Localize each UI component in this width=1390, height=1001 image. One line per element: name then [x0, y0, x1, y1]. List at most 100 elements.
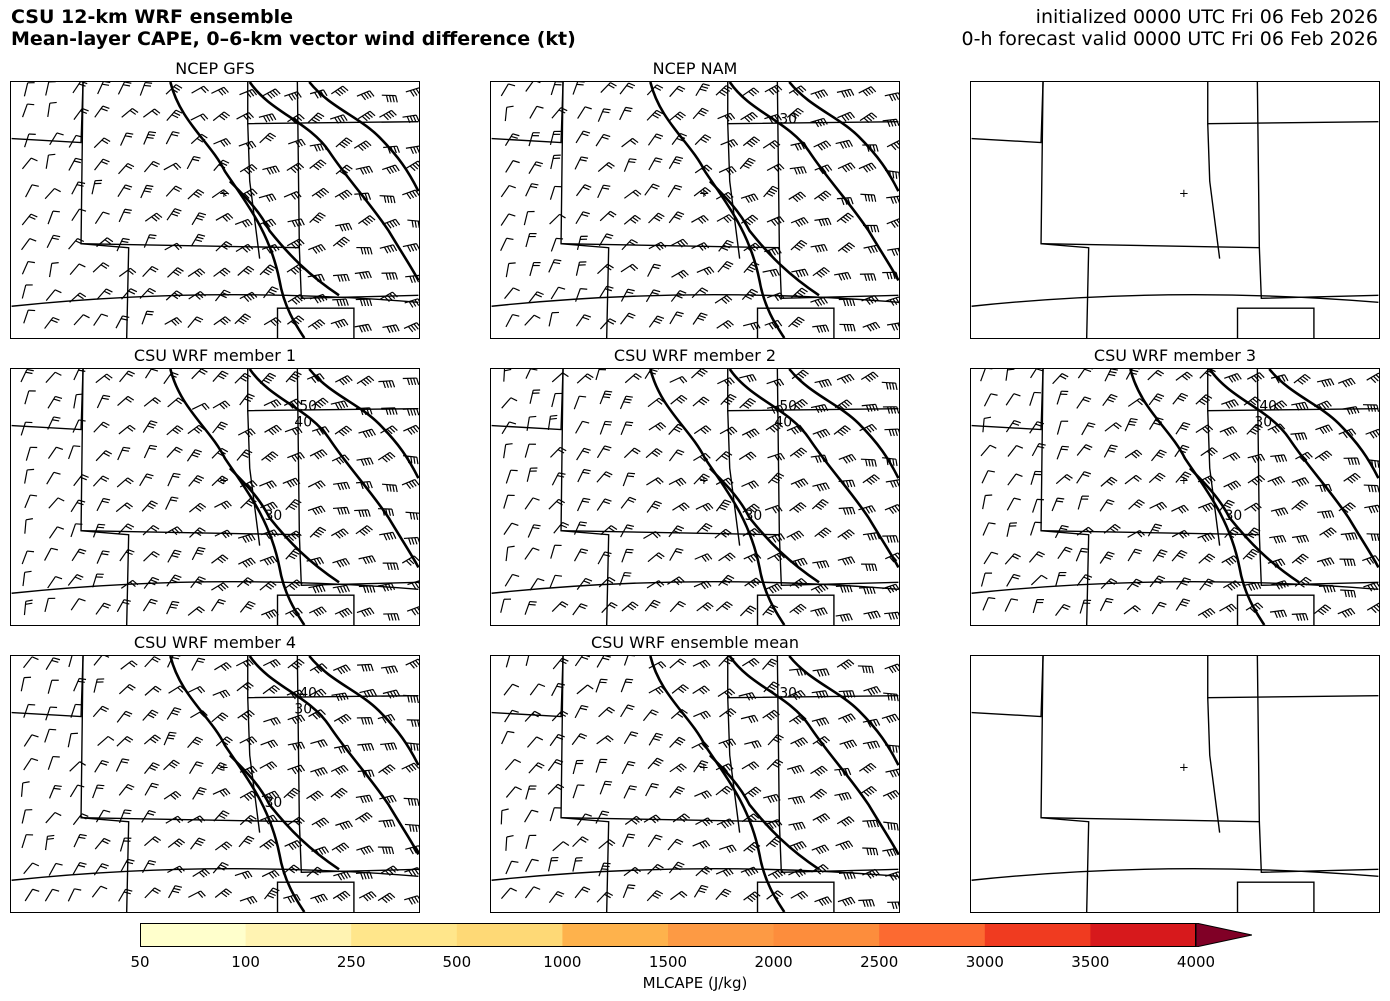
- colorbar-segment: [562, 923, 669, 947]
- colorbar: [140, 922, 1253, 948]
- map-panel: +30: [490, 81, 900, 339]
- shear-contour: [788, 369, 899, 479]
- state-border: [560, 82, 610, 338]
- state-border: [1207, 123, 1221, 259]
- state-border: [298, 534, 419, 587]
- map-svg: +30: [491, 656, 899, 912]
- colorbar-segment: [456, 923, 563, 947]
- state-border: [11, 82, 84, 144]
- shear-contour: [649, 369, 786, 625]
- map-panel: +: [970, 655, 1380, 913]
- shear-contour: [308, 656, 419, 766]
- state-border: [1207, 82, 1379, 125]
- state-border: [561, 82, 781, 249]
- title-line-1: CSU 12-km WRF ensemble: [11, 6, 293, 28]
- state-border: [1040, 82, 1090, 338]
- colorbar-segment: [773, 923, 880, 947]
- map-panel: +: [970, 81, 1380, 339]
- map-panel: +30: [490, 655, 900, 913]
- shear-contour: [788, 656, 899, 766]
- state-border: [491, 369, 564, 431]
- map-svg: +30: [491, 82, 899, 338]
- colorbar-outline: [140, 923, 1196, 947]
- wind-barbs: [21, 82, 419, 334]
- shear-contour: [728, 369, 899, 569]
- map-panel: +40 30 30: [10, 655, 420, 913]
- shear-contour: [728, 656, 899, 856]
- state-border: [1041, 82, 1261, 249]
- map-svg: +: [971, 656, 1379, 912]
- state-border: [11, 581, 419, 594]
- shear-contour: [228, 754, 340, 871]
- contour-label: 50: [779, 399, 797, 415]
- map-svg: +: [11, 82, 419, 338]
- colorbar-tick-label: 500: [442, 953, 472, 971]
- colorbar-tick-label: 100: [231, 953, 260, 971]
- station-marker: +: [699, 473, 709, 487]
- shear-contours: [169, 82, 419, 338]
- state-border: [1236, 881, 1315, 912]
- colorbar-tick-label: 3500: [1071, 953, 1110, 971]
- shear-contour: [649, 82, 786, 338]
- contour-label: 30: [1254, 415, 1272, 431]
- chart-title: CSU 12-km WRF ensemble Mean-layer CAPE, …: [11, 6, 576, 50]
- wind-barbs: [20, 369, 419, 621]
- shear-contour: [649, 656, 786, 912]
- state-border: [1258, 821, 1379, 874]
- panel-title: CSU WRF ensemble mean: [590, 633, 799, 652]
- state-border: [971, 656, 1044, 718]
- colorbar-segment: [879, 923, 986, 947]
- state-border: [1236, 307, 1315, 338]
- shear-contour: [169, 369, 306, 625]
- title-line-2: Mean-layer CAPE, 0–6-km vector wind diff…: [11, 28, 576, 50]
- state-border: [276, 594, 355, 625]
- shear-contour: [308, 82, 419, 192]
- colorbar-label: MLCAPE (J/kg): [642, 974, 748, 992]
- state-border: [80, 369, 130, 625]
- colorbar-tick-label: 1000: [543, 953, 582, 971]
- state-border: [1040, 656, 1090, 912]
- state-border: [727, 697, 741, 833]
- wind-barbs: [500, 656, 899, 910]
- state-border: [247, 410, 261, 546]
- shear-contour: [708, 754, 820, 871]
- colorbar-tick-label: 4000: [1176, 953, 1216, 971]
- state-border: [1236, 594, 1315, 625]
- colorbar-tick-label: 2000: [754, 953, 793, 971]
- colorbar-tick-label: 250: [336, 953, 366, 971]
- state-border: [971, 82, 1044, 144]
- state-border: [971, 294, 1379, 307]
- panel-title: CSU WRF member 1: [133, 346, 297, 365]
- state-border: [971, 581, 1379, 594]
- state-border: [1207, 656, 1379, 699]
- panel-title: CSU WRF member 2: [613, 346, 777, 365]
- shear-contour: [248, 369, 419, 569]
- shear-contour: [1208, 369, 1379, 569]
- colorbar-svg: [140, 922, 1253, 948]
- contour-label: 40: [294, 415, 312, 431]
- station-marker: +: [1179, 760, 1189, 774]
- station-marker: +: [699, 186, 709, 200]
- shear-contours: 30: [649, 656, 899, 912]
- colorbar-tick-label: 50: [130, 953, 150, 971]
- colorbar-segment: [984, 923, 1091, 947]
- shear-contours: 30: [649, 82, 899, 338]
- station-marker: +: [699, 760, 709, 774]
- colorbar-segment: [1090, 923, 1197, 947]
- shear-contour: [1268, 369, 1379, 479]
- contour-label: 50: [299, 399, 317, 415]
- valid-line: 0-h forecast valid 0000 UTC Fri 06 Feb 2…: [961, 28, 1378, 50]
- state-border: [1040, 369, 1090, 625]
- colorbar-segment: [351, 923, 458, 947]
- wind-barbs: [20, 656, 419, 905]
- shear-contour: [228, 180, 340, 297]
- state-border: [276, 881, 355, 912]
- panel-title: CSU WRF member 4: [133, 633, 297, 652]
